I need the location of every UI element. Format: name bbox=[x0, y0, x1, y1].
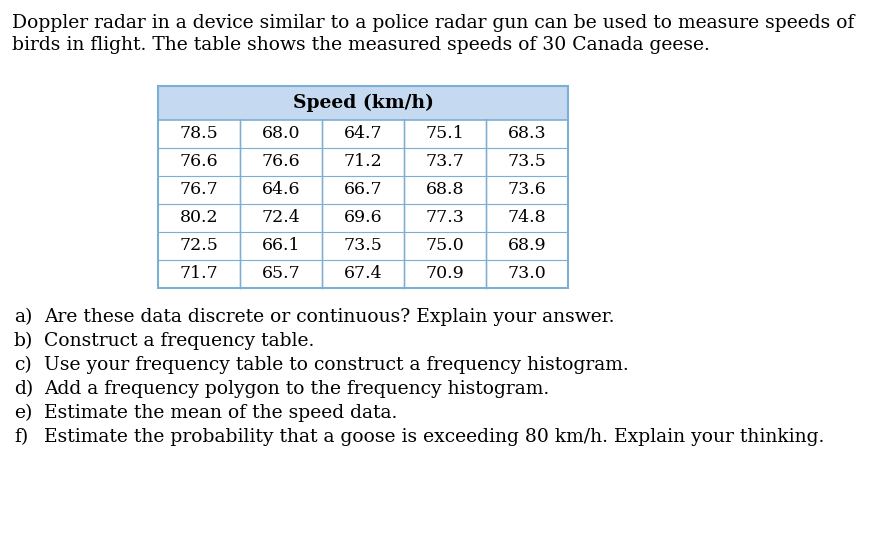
Text: a): a) bbox=[14, 308, 32, 326]
Text: 75.0: 75.0 bbox=[426, 237, 464, 254]
Text: 73.6: 73.6 bbox=[508, 181, 546, 199]
Text: 73.5: 73.5 bbox=[343, 237, 383, 254]
Text: b): b) bbox=[14, 332, 33, 350]
Text: 68.9: 68.9 bbox=[508, 237, 546, 254]
Text: 66.7: 66.7 bbox=[343, 181, 382, 199]
Text: Estimate the probability that a goose is exceeding 80 km/h. Explain your thinkin: Estimate the probability that a goose is… bbox=[44, 428, 824, 446]
Text: 73.7: 73.7 bbox=[426, 154, 464, 170]
Text: Construct a frequency table.: Construct a frequency table. bbox=[44, 332, 315, 350]
Text: 72.4: 72.4 bbox=[261, 209, 301, 227]
Text: 80.2: 80.2 bbox=[180, 209, 218, 227]
Text: 70.9: 70.9 bbox=[426, 266, 464, 282]
Text: 74.8: 74.8 bbox=[508, 209, 546, 227]
Bar bbox=[158, 86, 568, 288]
Text: 66.1: 66.1 bbox=[261, 237, 301, 254]
Text: 76.7: 76.7 bbox=[180, 181, 218, 199]
Text: birds in flight. The table shows the measured speeds of 30 Canada geese.: birds in flight. The table shows the mea… bbox=[12, 36, 710, 54]
Text: Use your frequency table to construct a frequency histogram.: Use your frequency table to construct a … bbox=[44, 356, 628, 374]
Text: 68.3: 68.3 bbox=[508, 126, 546, 142]
Text: Doppler radar in a device similar to a police radar gun can be used to measure s: Doppler radar in a device similar to a p… bbox=[12, 14, 855, 32]
Text: Speed (km/h): Speed (km/h) bbox=[293, 94, 434, 112]
Bar bbox=[158, 86, 568, 120]
Text: f): f) bbox=[14, 428, 28, 446]
Text: 64.7: 64.7 bbox=[343, 126, 382, 142]
Text: 75.1: 75.1 bbox=[426, 126, 464, 142]
Text: c): c) bbox=[14, 356, 31, 374]
Text: 76.6: 76.6 bbox=[261, 154, 301, 170]
Text: 78.5: 78.5 bbox=[180, 126, 218, 142]
Text: d): d) bbox=[14, 380, 33, 398]
Text: 72.5: 72.5 bbox=[179, 237, 218, 254]
Text: 73.5: 73.5 bbox=[508, 154, 546, 170]
Text: Add a frequency polygon to the frequency histogram.: Add a frequency polygon to the frequency… bbox=[44, 380, 549, 398]
Text: 76.6: 76.6 bbox=[180, 154, 218, 170]
Text: 64.6: 64.6 bbox=[261, 181, 301, 199]
Text: 77.3: 77.3 bbox=[426, 209, 464, 227]
Text: Are these data discrete or continuous? Explain your answer.: Are these data discrete or continuous? E… bbox=[44, 308, 614, 326]
Text: 71.7: 71.7 bbox=[180, 266, 218, 282]
Text: 73.0: 73.0 bbox=[508, 266, 546, 282]
Text: 68.8: 68.8 bbox=[426, 181, 464, 199]
Text: e): e) bbox=[14, 404, 32, 422]
Text: 68.0: 68.0 bbox=[261, 126, 301, 142]
Text: Estimate the mean of the speed data.: Estimate the mean of the speed data. bbox=[44, 404, 398, 422]
Text: 65.7: 65.7 bbox=[261, 266, 301, 282]
Text: 69.6: 69.6 bbox=[343, 209, 382, 227]
Text: 71.2: 71.2 bbox=[343, 154, 383, 170]
Text: 67.4: 67.4 bbox=[343, 266, 382, 282]
